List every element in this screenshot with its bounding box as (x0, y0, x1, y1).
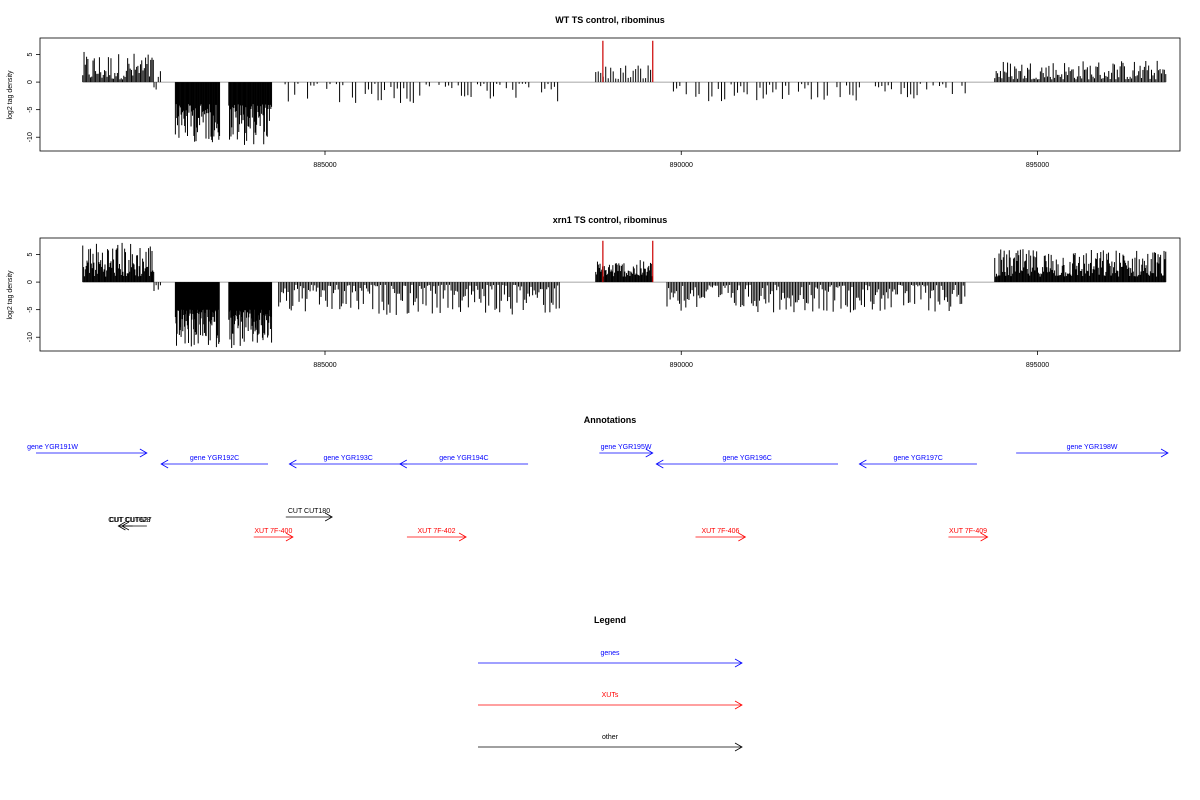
y-tick-label: 5 (27, 52, 34, 56)
arrowhead (139, 448, 148, 458)
arrowhead (980, 532, 989, 542)
y-tick-label: -10 (27, 132, 34, 142)
legend-label: genes (600, 650, 620, 657)
legend-items: genes XUTs other (478, 650, 743, 752)
y-tick-label: 5 (27, 252, 34, 256)
arrowhead (655, 459, 664, 469)
wt-track-panel: WT TS control, ribominus log2 tag densit… (7, 15, 1181, 169)
legend-item: genes (478, 650, 743, 668)
y-tick-label: -5 (27, 106, 34, 112)
annotation-label: gene YGR196C (723, 455, 772, 462)
xrn1-track-title: xrn1 TS control, ribominus (553, 215, 668, 225)
arrowhead (645, 448, 654, 458)
annotation-label: gene YGR197C (894, 455, 943, 462)
arrowhead (458, 532, 467, 542)
legend-item: XUTs (478, 692, 743, 710)
x-tick-label: 885000 (313, 162, 336, 169)
y-tick-label: 0 (27, 80, 34, 84)
annotation-gene: gene YGR192C (160, 455, 268, 469)
wt-track-title: WT TS control, ribominus (555, 15, 665, 25)
legend-panel: Legend genes XUTs other (478, 615, 743, 752)
plot-frame (39, 237, 1181, 352)
xrn1-track-axes: -10 -5 0 5 885000 890000 895000 (27, 237, 1181, 369)
legend-arrowhead (734, 742, 743, 752)
arrowhead (738, 532, 747, 542)
xrn1-track-ylabel: log2 tag density (7, 270, 14, 320)
annotation-xut: XUT 7F-409 (948, 528, 989, 542)
annotation-xut: XUT 7F-400 (253, 528, 294, 542)
annotation-label: gene YGR195W (601, 444, 652, 451)
annotation-other: CUT CUT180 (285, 508, 333, 522)
annotation-label: gene YGR191W (27, 444, 78, 451)
annotation-label: XUT 7F-406 (701, 528, 739, 535)
y-tick-label: 0 (27, 280, 34, 284)
annotation-gene: gene YGR197C (858, 455, 977, 469)
annotation-label: gene YGR194C (439, 455, 488, 462)
annotation-label: gene YGR193C (324, 455, 373, 462)
arrowhead (858, 459, 867, 469)
legend-label: XUTs (602, 692, 619, 699)
annotation-xut: XUT 7F-402 (406, 528, 467, 542)
annotation-label: XUT 7F-400 (254, 528, 292, 535)
wt-track-ylabel: log2 tag density (7, 70, 14, 120)
x-tick-label: 890000 (670, 362, 693, 369)
arrowhead (288, 459, 297, 469)
annotations-title: Annotations (584, 415, 637, 425)
legend-title: Legend (594, 615, 626, 625)
annotation-label: CUT CUT627 (109, 517, 151, 524)
x-tick-label: 895000 (1026, 162, 1049, 169)
arrowhead (1160, 448, 1169, 458)
annotation-gene: gene YGR198W (1016, 444, 1169, 458)
x-tick-label: 885000 (313, 362, 336, 369)
annotation-label: XUT 7F-409 (949, 528, 987, 535)
xrn1-track-panel: xrn1 TS control, ribominus log2 tag dens… (7, 215, 1181, 369)
arrowhead (324, 512, 333, 522)
y-tick-label: -5 (27, 306, 34, 312)
annotation-features: gene YGR191W gene YGR192C gene YGR193C gene… (27, 444, 1169, 542)
wt-track-axes: -10 -5 0 5 885000 890000 895000 (27, 37, 1181, 169)
arrowhead (117, 521, 126, 531)
arrowhead (160, 459, 169, 469)
legend-label: other (602, 734, 619, 741)
annotation-gene: gene YGR195W (599, 444, 654, 458)
annotation-label: gene YGR192C (190, 455, 239, 462)
annotation-xut: XUT 7F-406 (695, 528, 747, 542)
legend-arrowhead (734, 658, 743, 668)
x-tick-label: 890000 (670, 162, 693, 169)
plot-frame (39, 37, 1181, 152)
annotation-gene: gene YGR191W (27, 444, 148, 458)
annotation-label: gene YGR198W (1067, 444, 1118, 451)
annotation-gene: gene YGR196C (655, 455, 838, 469)
annotation-label: CUT CUT628 (108, 517, 150, 524)
annotation-other: CUT CUT627 (109, 517, 152, 531)
annotation-gene: gene YGR194C (399, 455, 529, 469)
wt-track-marks (82, 40, 1167, 145)
arrowhead (399, 459, 408, 469)
xrn1-track-marks (82, 240, 1167, 348)
annotation-gene: gene YGR193C (288, 455, 407, 469)
annotation-label: XUT 7F-402 (418, 528, 456, 535)
arrowhead (285, 532, 294, 542)
legend-item: other (478, 734, 743, 752)
x-tick-label: 895000 (1026, 362, 1049, 369)
legend-arrowhead (734, 700, 743, 710)
y-tick-label: -10 (27, 332, 34, 342)
annotation-label: CUT CUT180 (288, 508, 330, 515)
